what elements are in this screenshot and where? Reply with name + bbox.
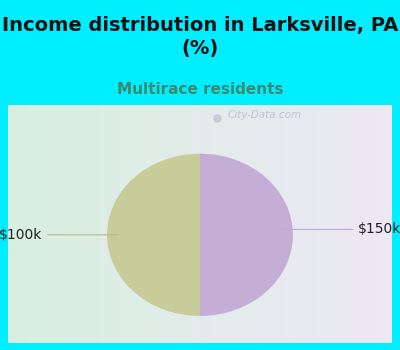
Wedge shape: [107, 154, 200, 316]
Text: City-Data.com: City-Data.com: [227, 110, 301, 120]
Text: $150k: $150k: [282, 222, 400, 236]
Wedge shape: [200, 154, 293, 316]
Text: Income distribution in Larksville, PA
(%): Income distribution in Larksville, PA (%…: [2, 16, 398, 58]
Text: Multirace residents: Multirace residents: [117, 82, 283, 97]
Text: $100k: $100k: [0, 228, 118, 242]
